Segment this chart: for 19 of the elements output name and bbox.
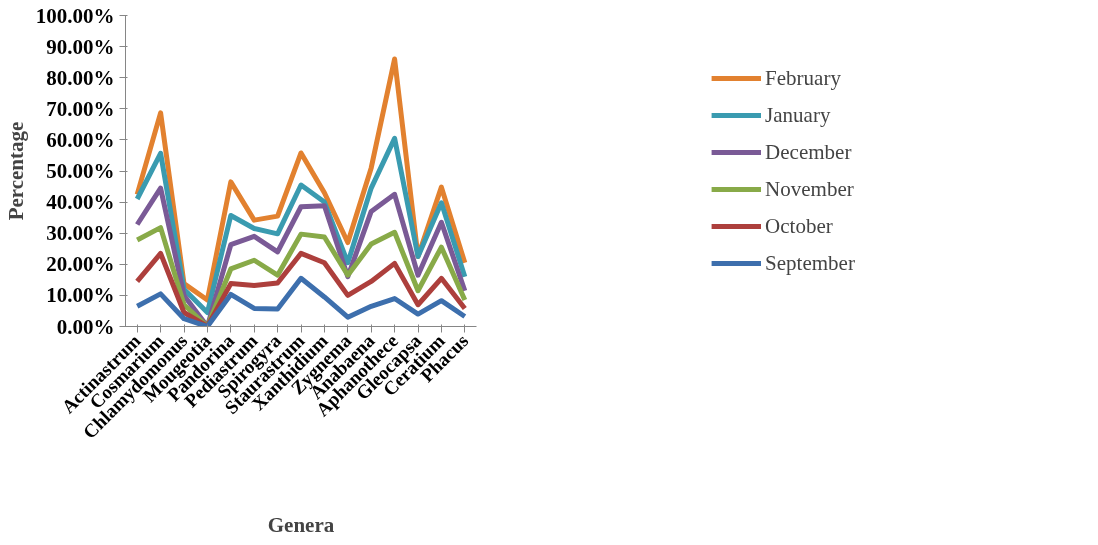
y-tick-label: 40.00%	[46, 190, 115, 215]
y-tick-label: 70.00%	[46, 96, 115, 121]
y-tick-label: 0.00%	[56, 314, 115, 339]
y-tick-label: 60.00%	[46, 127, 115, 152]
y-tick-label: 50.00%	[46, 159, 115, 183]
legend-label: October	[765, 213, 833, 239]
y-tick-label: 20.00%	[46, 252, 115, 277]
y-tick-label: 10.00%	[46, 283, 115, 308]
legend-label: September	[765, 250, 855, 276]
legend-label: January	[765, 102, 831, 128]
y-tick-label: 90.00%	[46, 34, 115, 59]
y-axis-title: Percentage	[3, 121, 28, 221]
y-tick-label: 30.00%	[46, 221, 115, 246]
y-tick-label: 100.00%	[35, 3, 115, 28]
legend-label: December	[765, 139, 852, 165]
legend-label: November	[765, 176, 854, 202]
legend-label: February	[765, 65, 841, 91]
y-tick-label: 80.00%	[46, 65, 115, 90]
x-axis-title: Genera	[267, 513, 335, 538]
